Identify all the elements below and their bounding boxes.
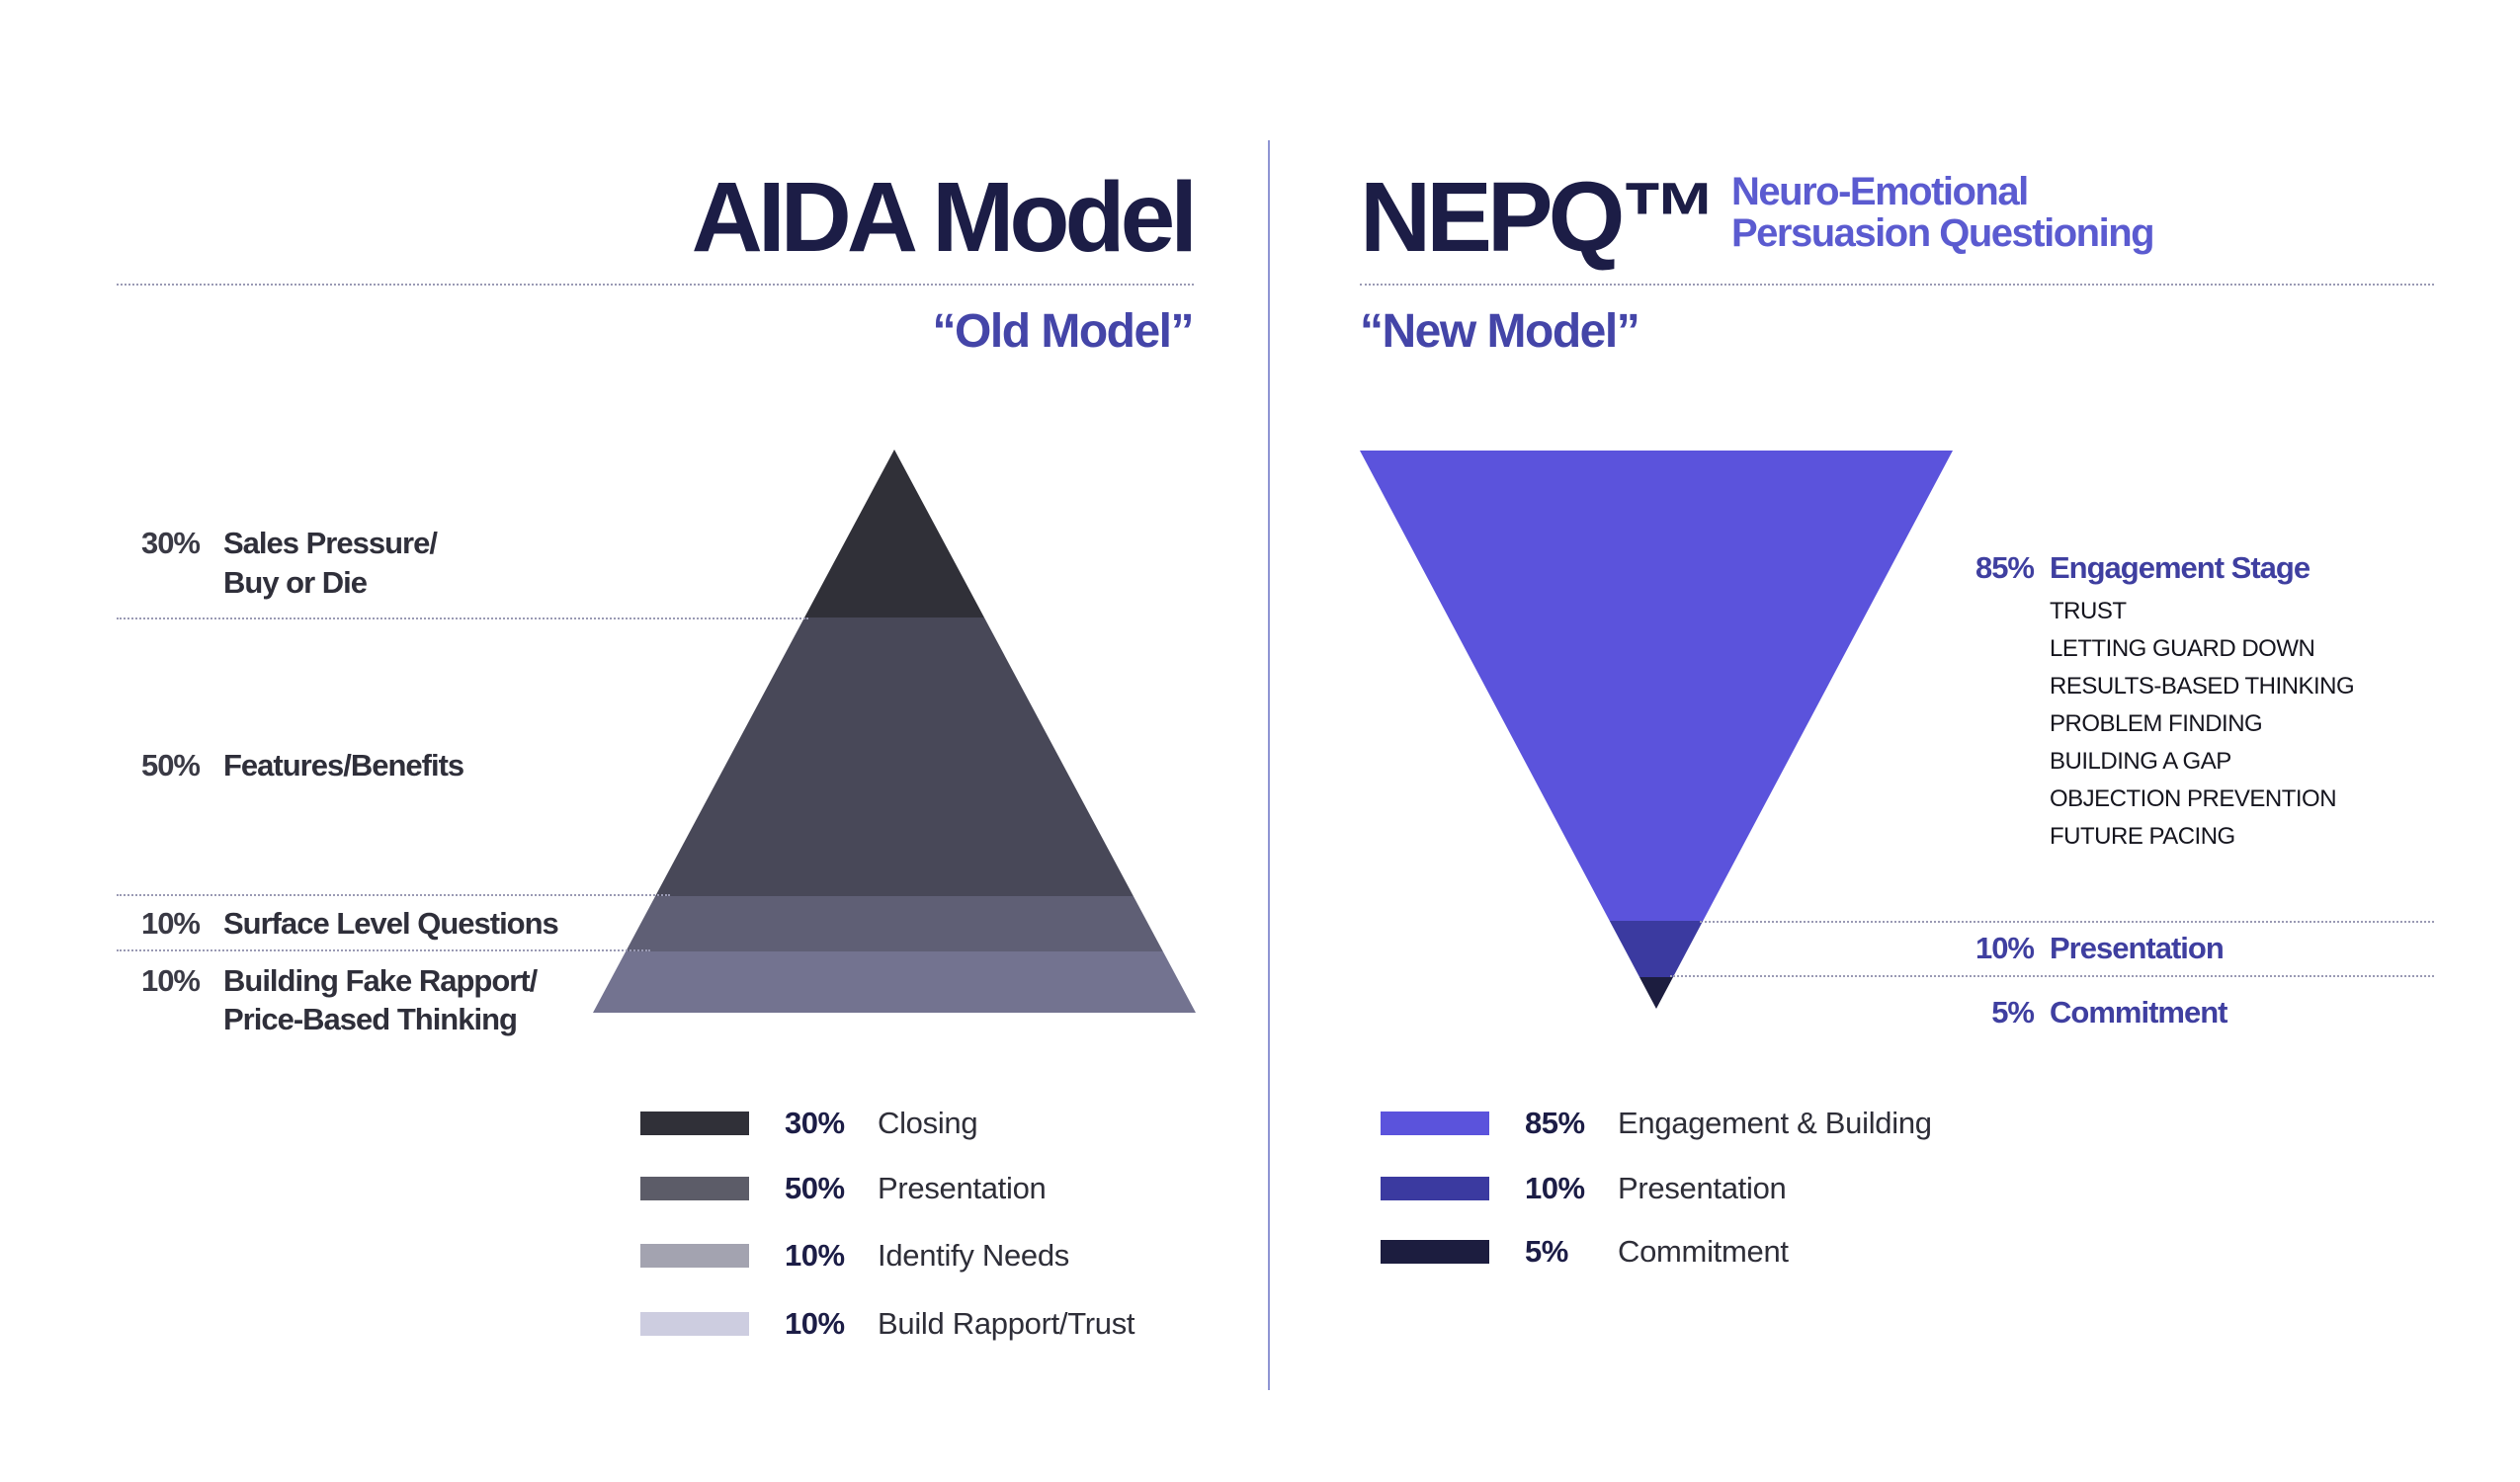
legend-swatch bbox=[640, 1312, 749, 1336]
legend-percent: 85% bbox=[1525, 1106, 1585, 1140]
engagement-item: PROBLEM FINDING bbox=[2050, 710, 2263, 737]
nepq-funnel-level bbox=[1609, 921, 1704, 977]
legend-swatch bbox=[640, 1244, 749, 1268]
legend-label: Presentation bbox=[1618, 1171, 1787, 1205]
legend-percent: 10% bbox=[785, 1306, 845, 1341]
aida-level-percent: 10% bbox=[140, 963, 201, 998]
nepq-funnel-level bbox=[1639, 977, 1673, 1009]
aida-level-label: Features/Benefits bbox=[223, 748, 464, 782]
aida-level-divider-3 bbox=[117, 949, 650, 951]
legend-swatch bbox=[1381, 1240, 1489, 1264]
aida-level-label: Sales Pressure/ bbox=[223, 526, 438, 560]
legend-label: Identify Needs bbox=[878, 1238, 1069, 1273]
nepq-level-percent: 10% bbox=[1974, 931, 2035, 965]
engagement-item: LETTING GUARD DOWN bbox=[2050, 635, 2315, 662]
aida-level-percent: 30% bbox=[140, 526, 201, 560]
aida-level-label: Price-Based Thinking bbox=[223, 1002, 518, 1036]
nepq-level-percent: 5% bbox=[1991, 995, 2035, 1029]
aida-level-divider-2 bbox=[117, 894, 670, 896]
nepq-subtitle: “New Model” bbox=[1360, 305, 1640, 358]
nepq-level-label: Engagement Stage bbox=[2050, 550, 2310, 585]
aida-level-percent: 50% bbox=[140, 748, 201, 782]
engagement-item: OBJECTION PREVENTION bbox=[2050, 785, 2337, 812]
nepq-level-divider-2 bbox=[1670, 975, 2434, 977]
nepq-tagline-line: Neuro-Emotional bbox=[1731, 170, 2029, 213]
nepq-title-divider bbox=[1360, 284, 2434, 286]
nepq-level-label: Commitment bbox=[2050, 995, 2227, 1029]
legend-swatch bbox=[1381, 1177, 1489, 1200]
engagement-item: RESULTS-BASED THINKING bbox=[2050, 673, 2355, 700]
aida-pyramid-level bbox=[593, 951, 1196, 1013]
engagement-item: TRUST bbox=[2050, 598, 2127, 624]
aida-legend: 30% Closing 50% Presentation 10% Identif… bbox=[640, 1104, 1194, 1380]
legend-label: Closing bbox=[878, 1106, 978, 1140]
legend-label: Engagement & Building bbox=[1618, 1106, 1932, 1140]
nepq-title: NEPQ™ bbox=[1360, 162, 1719, 273]
legend-label: Presentation bbox=[878, 1171, 1047, 1205]
legend-percent: 50% bbox=[785, 1171, 845, 1205]
legend-label: Commitment bbox=[1618, 1234, 1789, 1269]
aida-level-label: Buy or Die bbox=[223, 565, 368, 600]
legend-percent: 10% bbox=[785, 1238, 845, 1273]
engagement-item: FUTURE PACING bbox=[2050, 823, 2235, 850]
engagement-item: BUILDING A GAP bbox=[2050, 748, 2231, 775]
legend-percent: 10% bbox=[1525, 1171, 1585, 1205]
aida-pyramid-level bbox=[655, 618, 1134, 896]
aida-level-label: Building Fake Rapport/ bbox=[223, 963, 538, 998]
aida-level-percent: 10% bbox=[140, 906, 201, 941]
aida-pyramid-level bbox=[626, 896, 1163, 951]
legend-swatch bbox=[640, 1177, 749, 1200]
nepq-funnel bbox=[1360, 451, 1953, 1009]
aida-pyramid-level bbox=[804, 450, 984, 618]
engagement-stage-list: TRUST LETTING GUARD DOWN RESULTS-BASED T… bbox=[2050, 593, 2355, 856]
aida-pyramid bbox=[593, 450, 1196, 1013]
aida-level-divider-1 bbox=[117, 618, 808, 619]
aida-title: AIDA Model bbox=[691, 162, 1198, 273]
legend-percent: 30% bbox=[785, 1106, 845, 1140]
legend-label: Build Rapport/Trust bbox=[878, 1306, 1135, 1341]
center-divider bbox=[1268, 140, 1270, 1390]
legend-swatch bbox=[1381, 1112, 1489, 1135]
nepq-level-divider-1 bbox=[1700, 921, 2434, 923]
nepq-funnel-level bbox=[1360, 451, 1953, 921]
nepq-legend: 85% Engagement & Building 10% Presentati… bbox=[1381, 1104, 1993, 1301]
legend-swatch bbox=[640, 1112, 749, 1135]
nepq-level-label: Presentation bbox=[2050, 931, 2225, 965]
aida-title-divider bbox=[117, 284, 1194, 286]
nepq-tagline-line: Persuasion Questioning bbox=[1731, 211, 2155, 255]
legend-percent: 5% bbox=[1525, 1234, 1568, 1269]
nepq-level-percent: 85% bbox=[1974, 550, 2035, 585]
aida-level-label: Surface Level Questions bbox=[223, 906, 559, 941]
aida-subtitle: “Old Model” bbox=[932, 305, 1195, 358]
